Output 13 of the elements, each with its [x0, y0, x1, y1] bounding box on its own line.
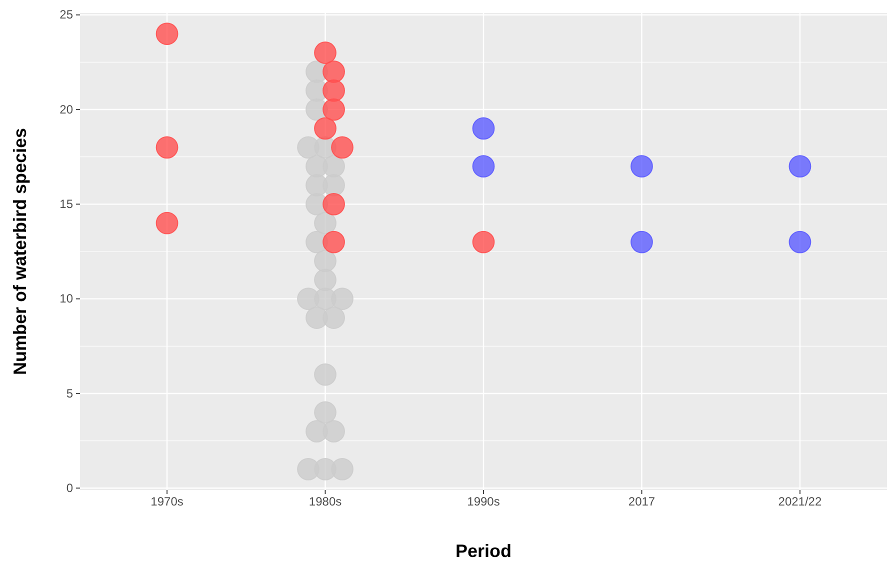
y-axis-title: Number of waterbird species	[10, 128, 30, 376]
y-tick-label: 15	[60, 197, 74, 212]
x-tick-label: 1990s	[467, 494, 500, 509]
x-tick-label: 2021/22	[778, 494, 822, 509]
x-tick-label: 2017	[628, 494, 656, 509]
y-tick-label: 20	[60, 102, 74, 116]
y-tick-label: 25	[60, 8, 74, 22]
x-tick-label: 1970s	[150, 494, 184, 509]
y-tick-label: 5	[66, 386, 74, 400]
y-tick-label: 0	[66, 480, 74, 495]
x-axis-title: Period	[455, 541, 512, 561]
y-tick-label: 10	[60, 292, 74, 306]
x-tick-label: 1980s	[308, 494, 342, 509]
